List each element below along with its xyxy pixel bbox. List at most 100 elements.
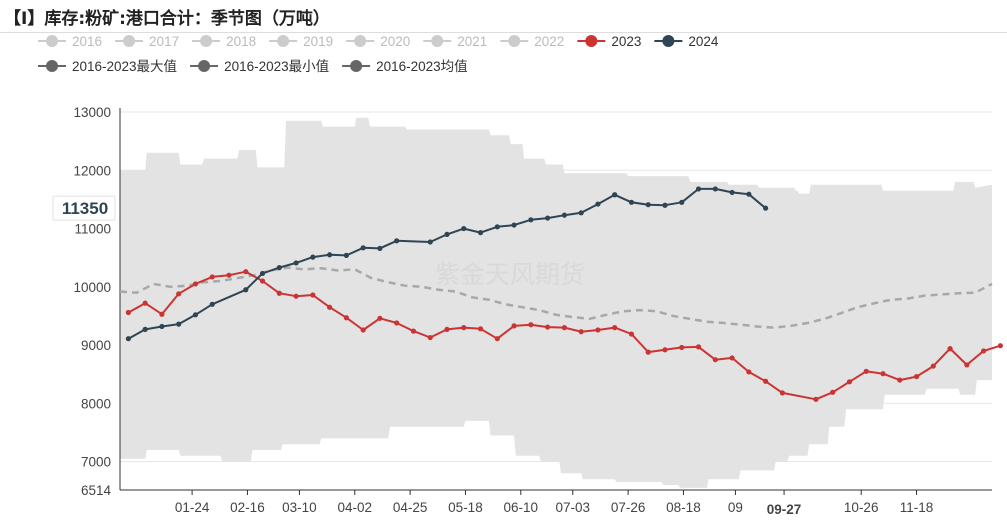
point-2023 <box>276 290 282 296</box>
point-2023 <box>763 378 769 384</box>
point-2023 <box>461 325 467 331</box>
point-2023 <box>176 291 182 297</box>
x-tick-label: 09-27 <box>767 502 802 517</box>
point-2023 <box>327 304 333 310</box>
point-2024 <box>461 225 467 232</box>
legend-layer: 2016 2017 2018 2019 2020 2021 2022 2023 2024 2016… <box>38 34 719 74</box>
point-2024 <box>176 321 182 327</box>
point-2023 <box>394 320 400 326</box>
y-marker-label: 11350 <box>62 199 108 218</box>
point-2023 <box>159 311 165 317</box>
legend-label-2016-2023最大值: 2016-2023最大值 <box>72 59 177 74</box>
y-tick-label: 6514 <box>81 483 112 498</box>
x-tick-label: 09 <box>728 500 743 515</box>
point-2024 <box>578 210 584 216</box>
legend-marker-2023 <box>585 35 598 47</box>
point-2023 <box>897 377 903 383</box>
legend-marker-2016-2023最大值 <box>46 60 58 72</box>
point-2024 <box>746 191 752 197</box>
point-2024 <box>125 336 131 342</box>
point-2023 <box>494 336 500 342</box>
point-2023 <box>377 315 383 321</box>
y-tick-label: 11000 <box>74 222 111 237</box>
point-2023 <box>863 368 869 374</box>
point-2024 <box>662 202 668 208</box>
point-2024 <box>494 224 500 230</box>
point-2024 <box>679 199 685 205</box>
y-tick-label: 9000 <box>81 338 111 353</box>
point-2024 <box>293 260 299 266</box>
watermark-text: 紫金天风期货 <box>435 260 585 289</box>
point-2024 <box>310 254 316 260</box>
point-2024 <box>243 287 249 293</box>
point-2023 <box>360 327 366 333</box>
point-2024 <box>444 231 450 237</box>
legend-marker-2016-2023均值 <box>350 60 363 72</box>
point-2024 <box>142 326 148 332</box>
min-max-band-layer <box>120 117 992 488</box>
point-2023 <box>779 390 785 396</box>
point-2024 <box>545 215 551 221</box>
point-2024 <box>763 205 769 211</box>
point-2023 <box>981 348 987 354</box>
point-2023 <box>729 355 735 361</box>
point-2024 <box>729 189 735 196</box>
point-2023 <box>830 389 836 395</box>
legend-marker-2019 <box>277 35 290 47</box>
point-2023 <box>243 269 249 275</box>
legend-label-2016-2023均值: 2016-2023均值 <box>376 59 468 74</box>
point-2023 <box>964 362 970 368</box>
point-2024 <box>528 217 534 223</box>
point-2024 <box>595 201 601 207</box>
point-2023 <box>930 363 936 369</box>
point-2023 <box>561 325 567 331</box>
point-2024 <box>477 230 484 236</box>
point-2024 <box>209 301 215 307</box>
legend-marker-2016 <box>46 35 58 47</box>
y-tick-label: 12000 <box>73 163 111 178</box>
legend-label-2022: 2022 <box>534 34 564 49</box>
y-tick-label: 10000 <box>73 280 111 295</box>
legend-marker-2022 <box>508 35 521 47</box>
point-2023 <box>259 278 266 284</box>
point-2023 <box>695 344 702 350</box>
point-2023 <box>746 369 752 375</box>
y-tick-label: 7000 <box>81 455 111 470</box>
y-tick-label: 13000 <box>73 105 111 120</box>
y-tick-label: 8000 <box>81 396 111 411</box>
point-2023 <box>913 373 920 380</box>
legend-label-2023: 2023 <box>611 34 641 49</box>
point-2024 <box>343 252 349 258</box>
legend-marker-2018 <box>200 35 213 47</box>
point-2023 <box>293 293 299 299</box>
x-tick-label: 08-18 <box>666 500 701 515</box>
series-line-2023 <box>127 270 1001 401</box>
point-2023 <box>528 322 534 328</box>
marker-layer: 11350 <box>52 195 116 221</box>
x-tick-label: 10-26 <box>844 500 879 515</box>
point-2023 <box>310 292 316 298</box>
series-line-layer <box>119 186 1003 402</box>
axis-layer: 6514 7000 8000 9000 10000 11000 12000 13000 01-2… <box>73 105 992 517</box>
legend-label-2021: 2021 <box>457 34 487 49</box>
point-2023 <box>813 396 819 402</box>
legend-label-2016: 2016 <box>72 34 102 49</box>
legend-marker-2021 <box>431 35 444 47</box>
point-2024 <box>159 323 165 330</box>
point-2023 <box>662 347 668 353</box>
point-2024 <box>327 252 333 258</box>
legend-label-2019: 2019 <box>303 34 333 49</box>
point-2023 <box>846 379 853 385</box>
point-2024 <box>394 238 400 244</box>
point-2024 <box>628 199 635 205</box>
point-2023 <box>343 315 349 321</box>
min-max-band-area <box>120 117 992 488</box>
chart-title: 【I】库存:粉矿:港口合计：季节图（万吨） <box>4 9 330 29</box>
x-tick-label: 07-03 <box>556 500 591 515</box>
legend-marker-2020 <box>354 35 367 47</box>
point-2024 <box>377 245 383 251</box>
point-2024 <box>192 312 199 318</box>
x-tick-label: 04-02 <box>338 500 373 515</box>
point-2023 <box>427 334 433 341</box>
x-tick-label: 06-10 <box>504 500 539 515</box>
